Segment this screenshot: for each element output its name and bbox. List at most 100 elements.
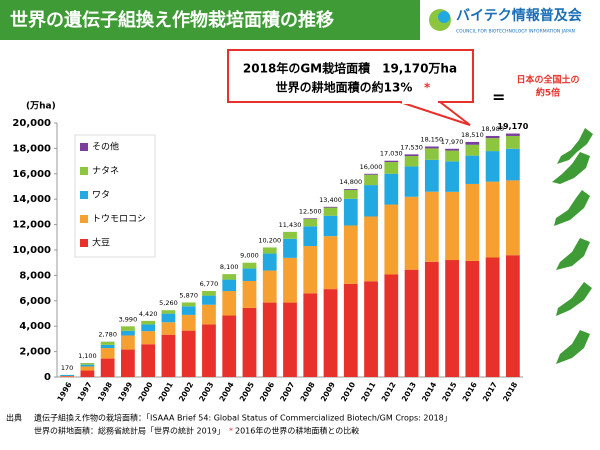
x-tick-label: 1997 <box>76 381 94 404</box>
bar-segment <box>222 315 237 377</box>
bar-segment <box>404 269 419 377</box>
bar-segment <box>222 291 237 316</box>
legend <box>74 134 156 258</box>
bar-segment <box>80 364 95 367</box>
total-label: 10,200 <box>258 236 281 244</box>
legend-label: ナタネ <box>92 166 119 177</box>
x-tick-label: 1999 <box>116 381 134 404</box>
x-tick-label: 2017 <box>481 381 499 404</box>
bar-segment <box>60 374 75 376</box>
bar-segment <box>283 302 297 377</box>
total-label: 9,000 <box>240 252 259 260</box>
bar-segment <box>100 358 115 377</box>
bar-segment <box>222 279 237 292</box>
x-tick-label: 2005 <box>238 381 256 404</box>
bar-segment <box>364 216 378 282</box>
bar-segment <box>465 141 480 145</box>
legend-label: 大豆 <box>92 237 110 249</box>
callout <box>227 49 474 103</box>
bar-segment <box>242 262 257 269</box>
logo-sub: COUNCIL FOR BIOTECHNOLOGY INFORMATION JA… <box>456 29 575 35</box>
total-label: 14,800 <box>339 178 362 186</box>
total-label: 17,030 <box>380 150 403 158</box>
bar-segment <box>202 324 216 377</box>
bar-segment <box>121 349 135 377</box>
bar-segment <box>384 160 399 162</box>
total-label: 18,510 <box>461 131 484 139</box>
bar-segment <box>505 148 520 181</box>
source: 世界の耕地面積：総務省統計局「世界の統計 2019」 <box>34 426 225 436</box>
bar-segment <box>343 198 358 226</box>
logo: バイテク情報普及会 <box>456 7 583 24</box>
bar-segment <box>424 191 439 262</box>
note: 約5倍 <box>536 87 560 99</box>
callout-line: 2018年のGM栽培面積 19,170万ha <box>243 61 457 76</box>
bar-segment <box>100 344 115 349</box>
bar-segment <box>242 280 257 308</box>
bar-segment <box>161 322 176 335</box>
bar-segment <box>323 215 338 237</box>
y-tick-label: 16,000 <box>12 169 51 180</box>
source-note: 2016年の世界の耕地面積との比較 <box>235 426 359 436</box>
x-tick-label: 2016 <box>461 381 479 404</box>
bar-segment <box>141 344 156 377</box>
bar-segment <box>303 218 318 219</box>
bar-segment <box>424 148 439 160</box>
total-label: 16,000 <box>360 163 383 171</box>
bar-segment <box>181 330 196 377</box>
bar-segment <box>121 330 135 336</box>
bar-segment <box>262 253 277 271</box>
bar-segment <box>141 320 156 325</box>
bar-segment <box>485 181 500 258</box>
callout-pointer-mask <box>402 99 438 104</box>
bar-segment <box>424 261 439 377</box>
bar-segment <box>465 144 480 156</box>
bar-segment <box>404 156 419 167</box>
x-tick-label: 2015 <box>440 381 458 404</box>
bar-segment <box>364 185 378 217</box>
y-tick-label: 8,000 <box>19 270 51 281</box>
bar-segment <box>364 173 378 175</box>
bar-segment <box>364 281 378 377</box>
source: 遺伝子組換え作物の栽培面積：「ISAAA Brief 54: Global St… <box>34 413 452 423</box>
bar-segment <box>202 295 216 305</box>
y-tick-label: 0 <box>44 372 51 383</box>
bar-segment <box>80 370 95 377</box>
total-label: 17,970 <box>441 138 464 146</box>
bar-segment <box>303 246 318 294</box>
total-label: 17,530 <box>400 143 423 151</box>
total-label: 13,400 <box>319 196 342 204</box>
bar-segment <box>384 161 399 174</box>
callout-pointer <box>399 101 471 126</box>
legend-label: その他 <box>92 141 119 153</box>
bar-segment <box>222 274 237 280</box>
y-tick-label: 20,000 <box>12 118 51 129</box>
japan-maps <box>552 128 593 364</box>
bar-segment <box>202 291 216 296</box>
bar-segment <box>80 366 95 371</box>
x-tick-label: 2007 <box>278 381 296 404</box>
total-label: 1,100 <box>78 352 97 360</box>
bar-segment <box>424 146 439 149</box>
legend-swatch <box>80 215 88 223</box>
bar-segment <box>404 154 419 157</box>
callout-line: 世界の耕地面積の約13% <box>276 80 413 95</box>
bar-segment <box>384 274 399 377</box>
bar-segment <box>202 304 216 325</box>
bar-segment <box>323 289 338 377</box>
bar-segment <box>303 226 318 247</box>
bar-segment <box>262 302 277 377</box>
bar-segment <box>505 135 520 149</box>
bar-segment <box>80 363 95 365</box>
source-label: 出典 <box>6 413 22 423</box>
x-tick-label: 2018 <box>501 381 519 404</box>
total-label: 5,260 <box>159 299 178 307</box>
bar-segment <box>404 196 419 270</box>
x-tick-label: 2001 <box>157 381 175 404</box>
bar-segment <box>141 324 156 332</box>
bar-segment <box>505 133 520 136</box>
x-tick-label: 2002 <box>177 381 195 404</box>
logo-icon <box>438 11 450 23</box>
